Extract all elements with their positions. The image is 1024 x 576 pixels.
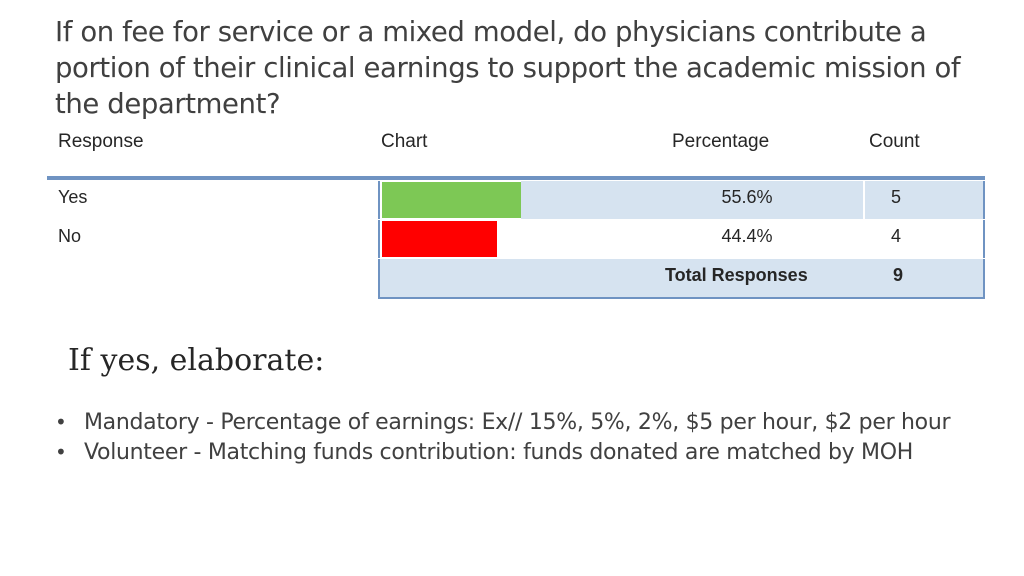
list-item: • Volunteer - Matching funds contribution…	[55, 438, 965, 468]
column-header-chart: Chart	[381, 131, 428, 152]
chart-cell	[378, 220, 521, 258]
response-cell: Yes	[47, 181, 378, 219]
column-header-response: Response	[58, 131, 144, 152]
slide-title: If on fee for service or a mixed model, …	[55, 16, 961, 120]
list-item-text: Mandatory - Percentage of earnings: Ex//…	[84, 410, 951, 435]
cell-separator	[863, 181, 865, 219]
right-border	[983, 181, 985, 219]
column-header-percentage: Percentage	[672, 131, 770, 152]
chart-cell	[378, 181, 527, 219]
response-cell: No	[47, 220, 378, 258]
total-row-cell: Total Responses 9	[378, 259, 985, 297]
data-cells: 44.4% 4	[521, 220, 985, 258]
bullet-icon: •	[55, 410, 67, 434]
table-row-yes: Yes 55.6% 5	[47, 181, 985, 219]
right-border	[983, 220, 985, 258]
list-item: • Mandatory - Percentage of earnings: Ex/…	[55, 408, 965, 438]
table-row-total: Total Responses 9	[47, 259, 985, 297]
elaborate-heading: If yes, elaborate:	[68, 343, 325, 378]
total-responses-label: Total Responses	[665, 265, 808, 285]
elaboration-list: • Mandatory - Percentage of earnings: Ex/…	[55, 408, 965, 467]
bullet-icon: •	[55, 439, 67, 464]
right-border	[983, 259, 985, 297]
response-bar-yes	[382, 182, 527, 218]
response-bar-no	[382, 221, 497, 257]
data-cells: 55.6% 5	[521, 181, 985, 219]
response-label: No	[58, 226, 82, 246]
table-row-no: No 44.4% 4	[47, 220, 985, 258]
list-item-text: Volunteer - Matching funds contribution:…	[84, 439, 913, 465]
table-bottom-border	[378, 297, 985, 299]
response-label: Yes	[58, 187, 88, 207]
column-header-count: Count	[869, 131, 920, 152]
header-divider	[47, 176, 985, 180]
